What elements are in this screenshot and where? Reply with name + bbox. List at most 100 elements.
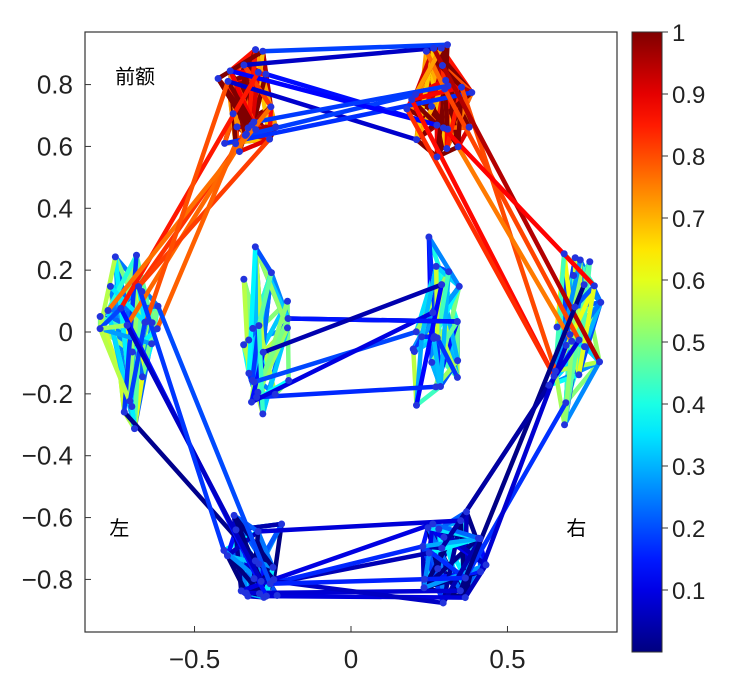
node-occipital-right [419,542,427,550]
colorbar-tick-label: 0.2 [672,516,705,543]
edge-bridge [458,282,587,593]
edge-central-left [246,244,258,376]
node-frontal-left [272,123,280,131]
edge-bridge [251,329,419,385]
node-temporal-left [117,304,125,312]
node-temporal-left [131,425,139,433]
node-central-right [412,328,420,336]
node-frontal-left [214,75,222,83]
node-frontal-right [430,44,438,52]
node-occipital-right [482,561,490,569]
y-tick-label: 0 [59,317,73,347]
edge-frontal-left [251,71,269,125]
node-central-left [259,410,267,418]
node-temporal-right [568,337,576,345]
edge-bridge [264,593,468,600]
node-occipital-left [244,592,252,600]
node-occipital-right [424,524,432,532]
edge-bridge [249,310,436,405]
edge-temporal-right [562,359,602,428]
edge-temporal-right [553,368,567,428]
node-central-right [428,358,436,366]
node-occipital-right [476,535,484,543]
node-occipital-left [232,526,240,534]
node-frontal-left [235,148,243,156]
y-tick-label: −0.6 [22,503,73,533]
node-central-left [250,378,258,386]
node-temporal-left [154,302,162,310]
edge-bridge [285,316,460,324]
node-occipital-right [463,508,471,516]
node-occipital-left [257,577,265,585]
node-temporal-right [590,282,598,290]
node-occipital-left [254,527,262,535]
edge-central-right [435,335,460,380]
node-temporal-left [96,325,104,333]
colorbar-tick-label: 0.8 [672,144,705,171]
node-frontal-left [221,139,229,147]
edge-occipital-left [225,553,249,596]
node-occipital-left [251,557,259,565]
edge-bridge [121,409,277,582]
node-frontal-right [433,121,441,129]
colorbar-tick-label: 0.7 [672,206,705,233]
node-frontal-right [438,62,446,70]
node-occipital-right [438,544,446,552]
node-occipital-left [223,552,231,560]
node-frontal-left [232,140,240,148]
node-central-left [255,322,263,330]
node-temporal-right [545,381,553,389]
axes-frame [84,31,618,633]
edge-bridge [136,284,227,553]
node-frontal-right [443,144,451,152]
node-temporal-left [123,321,131,329]
edge-bridge [267,575,468,587]
node-frontal-right [413,136,421,144]
node-occipital-right [461,574,469,582]
edge-temporal-right [576,283,597,378]
node-occipital-left [269,563,277,571]
node-central-left [240,341,248,349]
edge-central-right [419,264,439,340]
node-temporal-right [571,303,579,311]
node-frontal-right [433,153,441,161]
node-central-left [284,315,292,323]
edge-temporal-left [97,306,124,331]
node-central-right [436,382,444,390]
edge-bridge [478,343,569,574]
node-temporal-left [106,282,114,290]
node-frontal-left [252,126,260,134]
edge-frontal-left [241,62,274,110]
edge-bridge [455,144,574,344]
node-frontal-left [241,131,249,139]
node-temporal-right [580,281,588,289]
node-frontal-right [439,124,447,132]
edge-central-right [431,336,443,389]
node-frontal-left [250,118,258,126]
node-central-right [418,333,426,341]
node-temporal-right [575,336,583,344]
node-central-right [432,262,440,270]
colorbar [631,31,663,653]
edge-bridge [222,90,475,146]
edge-frontal-right [442,86,450,132]
edge-temporal-left [127,320,148,404]
edge-bridge [463,400,569,581]
edge-central-left [256,270,274,328]
node-frontal-right [458,83,466,91]
node-temporal-right [586,258,594,266]
node-frontal-left [240,61,248,69]
edge-bridge [255,518,463,534]
node-frontal-right [403,105,411,113]
node-temporal-right [597,298,605,306]
y-tick-label: −0.8 [22,564,73,594]
edge-bridge [143,79,231,325]
edge-bridge [442,86,582,343]
node-occipital-right [457,517,465,525]
node-central-right [425,233,433,241]
node-central-right [409,345,417,353]
node-temporal-right [566,331,574,339]
colorbar-tick-label: 0.9 [672,82,705,109]
node-central-left [249,324,257,332]
node-central-left [267,269,275,277]
